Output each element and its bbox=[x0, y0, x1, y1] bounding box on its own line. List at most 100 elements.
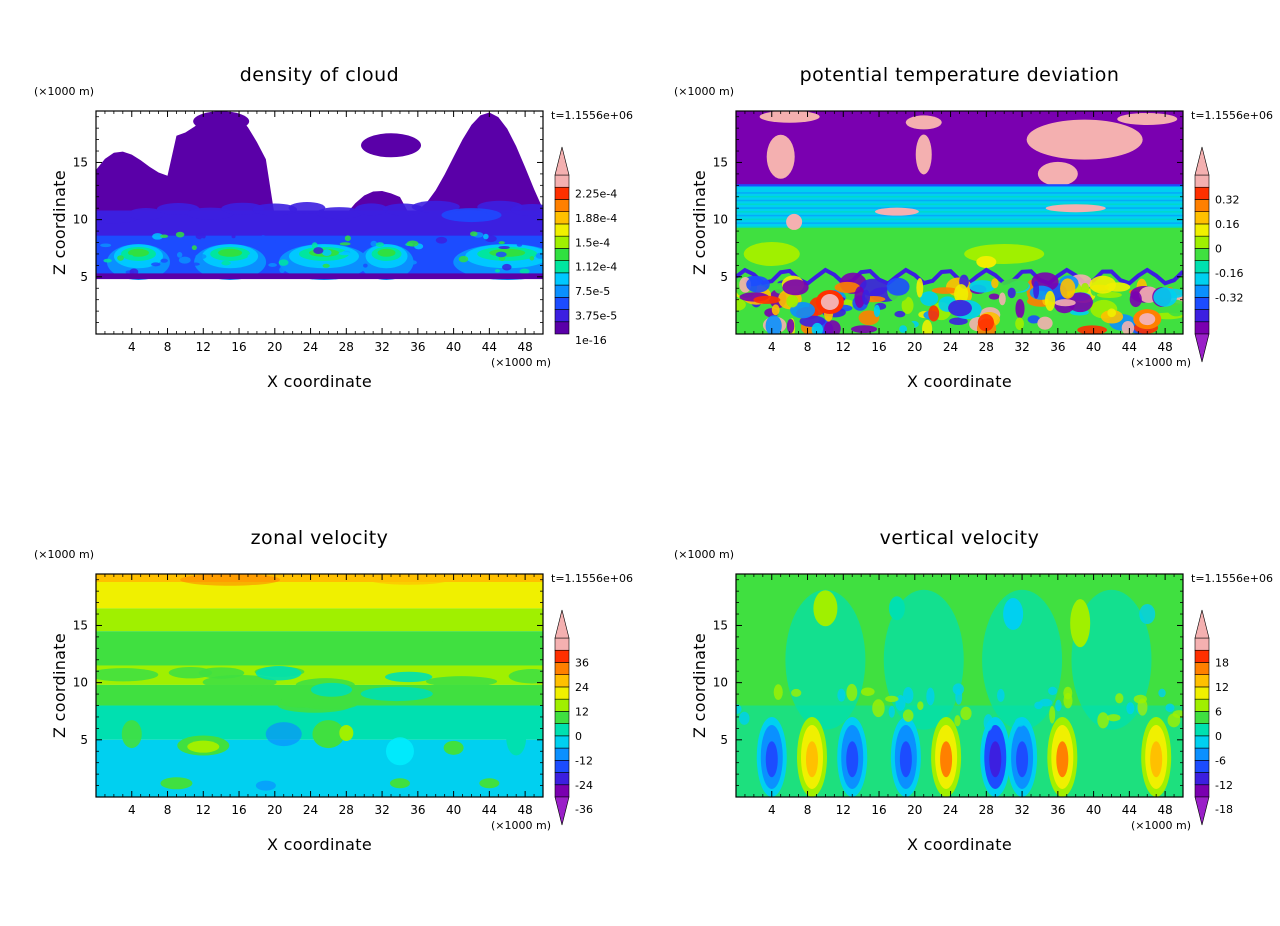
colorbar-swatch bbox=[1194, 260, 1210, 274]
colorbar-swatch bbox=[1194, 698, 1210, 712]
field-contour bbox=[100, 243, 112, 248]
colorbar-bottom-arrow bbox=[554, 796, 570, 826]
colorbar-top-arrow bbox=[554, 146, 570, 176]
field-contour bbox=[991, 278, 999, 289]
chart-panel-0: density of cloud (×1000 m) t=1.1556e+06 (×1… bbox=[34, 64, 633, 391]
x-tick-label: 40 bbox=[446, 803, 461, 817]
field-contour bbox=[265, 722, 302, 747]
field-contour bbox=[160, 258, 168, 263]
field-contour bbox=[1071, 589, 1152, 730]
colorbar-label: 0.16 bbox=[1215, 218, 1240, 231]
y-tick-label: 10 bbox=[713, 676, 728, 690]
plot-field bbox=[736, 111, 1183, 334]
field-contour bbox=[202, 674, 277, 690]
field-contour bbox=[441, 208, 502, 223]
field-contour bbox=[885, 695, 899, 703]
colorbar-top-arrow bbox=[1194, 146, 1210, 176]
field-contour bbox=[375, 242, 385, 247]
field-contour bbox=[928, 305, 940, 322]
colorbar-swatch bbox=[554, 784, 570, 798]
field-contour bbox=[519, 268, 530, 274]
colorbar-swatch bbox=[554, 321, 570, 335]
y-unit-label: (×1000 m) bbox=[34, 85, 94, 98]
colorbar-swatch bbox=[554, 309, 570, 323]
field-contour bbox=[997, 688, 1005, 702]
colorbar-swatch bbox=[554, 260, 570, 274]
field-contour bbox=[193, 111, 250, 132]
field-contour bbox=[1060, 278, 1076, 299]
field-band bbox=[736, 199, 1183, 202]
colorbar-swatch bbox=[554, 284, 570, 298]
field-contour bbox=[1045, 204, 1106, 213]
field-contour bbox=[739, 711, 750, 725]
field-contour bbox=[344, 235, 351, 242]
field-contour bbox=[1129, 291, 1142, 308]
y-tick-label: 15 bbox=[713, 618, 728, 632]
x-tick-label: 40 bbox=[1086, 803, 1101, 817]
field-contour bbox=[1033, 280, 1040, 299]
colorbar-swatch bbox=[1194, 223, 1210, 237]
field-contour bbox=[127, 208, 165, 221]
field-contour bbox=[411, 200, 460, 213]
field-contour bbox=[977, 313, 994, 332]
field-contour bbox=[1055, 699, 1062, 712]
colorbar-label: 0 bbox=[1215, 242, 1222, 255]
field-contour bbox=[1037, 161, 1078, 186]
field-contour bbox=[128, 254, 134, 259]
x-axis-label: X coordinate bbox=[267, 372, 372, 391]
field-band bbox=[96, 608, 543, 632]
field-contour bbox=[1067, 292, 1093, 313]
y-axis-label: Z coordinate bbox=[50, 633, 69, 738]
x-tick-label: 40 bbox=[446, 340, 461, 354]
colorbar-swatch bbox=[554, 186, 570, 200]
colorbar-label: 18 bbox=[1215, 656, 1229, 669]
field-contour bbox=[425, 676, 498, 687]
x-tick-label: 24 bbox=[943, 340, 958, 354]
field-contour bbox=[862, 289, 871, 305]
field-contour bbox=[127, 248, 149, 257]
field-contour bbox=[529, 256, 535, 261]
colorbar-swatch bbox=[554, 637, 570, 651]
field-contour bbox=[1027, 315, 1041, 324]
colorbar-bottom-arrow bbox=[1194, 333, 1210, 363]
colorbar-top-arrow bbox=[1194, 609, 1210, 639]
colorbar-label: 3.75e-5 bbox=[575, 310, 617, 323]
colorbar-label: -12 bbox=[1215, 779, 1233, 792]
x-tick-label: 16 bbox=[871, 340, 886, 354]
colorbar-label: 12 bbox=[575, 705, 589, 718]
field-contour bbox=[1115, 693, 1124, 704]
colorbar-swatch bbox=[554, 723, 570, 737]
colorbar-top-arrow bbox=[554, 609, 570, 639]
field-contour bbox=[121, 720, 142, 749]
field-contour bbox=[313, 247, 324, 254]
time-label: t=1.1556e+06 bbox=[1191, 109, 1273, 122]
colorbar-label: 1.88e-4 bbox=[575, 212, 617, 225]
field-contour bbox=[813, 590, 838, 627]
field-contour bbox=[960, 706, 972, 721]
field-contour bbox=[1139, 313, 1156, 326]
colorbar-swatch bbox=[1194, 235, 1210, 249]
x-tick-label: 20 bbox=[907, 340, 922, 354]
plot-field bbox=[96, 111, 543, 280]
colorbar-swatch bbox=[1194, 723, 1210, 737]
field-contour bbox=[117, 255, 124, 261]
field-contour bbox=[765, 741, 778, 778]
field-contour bbox=[218, 248, 243, 257]
x-axis-label: X coordinate bbox=[907, 372, 1012, 391]
field-contour bbox=[279, 266, 286, 273]
field-contour bbox=[195, 253, 207, 260]
x-tick-label: 16 bbox=[231, 340, 246, 354]
field-contour bbox=[753, 295, 781, 304]
colorbar: 2.25e-4 1.88e-4 1.5e-4 1.12e-4 7.5e-5 3.75e-5… bbox=[554, 146, 617, 347]
field-contour bbox=[191, 245, 197, 251]
x-tick-label: 48 bbox=[1157, 340, 1172, 354]
field-contour bbox=[234, 269, 239, 275]
colorbar-swatch bbox=[554, 674, 570, 688]
field-contour bbox=[510, 203, 543, 216]
field-contour bbox=[360, 686, 433, 702]
x-tick-label: 20 bbox=[267, 340, 282, 354]
x-tick-label: 44 bbox=[1122, 803, 1137, 817]
colorbar-label: 36 bbox=[575, 656, 589, 669]
y-axis-label: Z coordinate bbox=[690, 170, 709, 275]
field-contour bbox=[964, 243, 1045, 264]
